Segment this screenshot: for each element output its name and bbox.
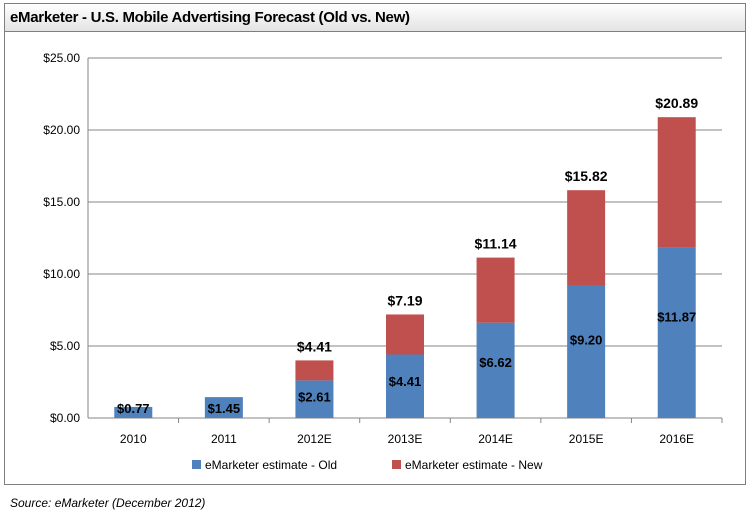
data-label-old: $9.20	[570, 333, 603, 348]
data-label-old: $2.61	[298, 389, 331, 404]
x-tick-label: 2015E	[569, 432, 604, 446]
bar-old-2014E	[476, 322, 515, 418]
legend-swatch-new	[392, 460, 401, 469]
legend-label-old: eMarketer estimate - Old	[205, 458, 337, 472]
bar-old-2013E	[386, 354, 424, 418]
y-tick-label: $10.00	[43, 267, 80, 281]
data-label-total: $7.19	[387, 292, 422, 308]
x-tick-label: 2011	[211, 432, 237, 446]
data-label-total: $11.14	[475, 236, 517, 252]
data-label-total: $4.41	[297, 338, 332, 354]
legend-swatch-old	[192, 460, 201, 469]
bar-old-2016E	[657, 247, 696, 418]
bar-old-2015E	[567, 285, 606, 418]
bar-new-2014E	[476, 257, 515, 323]
x-tick-label: 2016E	[659, 432, 694, 446]
bar-old-2010	[114, 406, 153, 418]
y-tick-label: $25.00	[43, 51, 80, 65]
data-label-old: $1.45	[208, 401, 241, 416]
data-label-total: $20.89	[655, 95, 698, 111]
title-bar: eMarketer - U.S. Mobile Advertising Fore…	[5, 4, 745, 32]
data-label-old: $11.87	[657, 309, 696, 324]
source-note: Source: eMarketer (December 2012)	[10, 496, 206, 510]
y-tick-label: $15.00	[43, 195, 80, 209]
bar-new-2015E	[567, 190, 606, 286]
x-tick-label: 2013E	[388, 432, 423, 446]
data-label-old: $4.41	[389, 374, 422, 389]
chart-title: eMarketer - U.S. Mobile Advertising Fore…	[10, 9, 410, 26]
bar-new-2013E	[386, 314, 424, 355]
data-label-old: $6.62	[479, 355, 512, 370]
y-tick-label: $0.00	[50, 411, 80, 425]
bar-new-2012E	[295, 360, 334, 381]
bar-old-2011	[204, 397, 243, 418]
y-tick-label: $20.00	[43, 123, 80, 137]
data-label-total: $15.82	[565, 168, 608, 184]
x-tick-label: 2014E	[478, 432, 513, 446]
y-tick-label: $5.00	[50, 339, 80, 353]
legend-label-new: eMarketer estimate - New	[405, 458, 543, 472]
bar-new-2016E	[657, 117, 696, 248]
data-label-old: $0.77	[117, 401, 150, 416]
bar-old-2012E	[295, 380, 334, 418]
x-tick-label: 2012E	[297, 432, 332, 446]
x-tick-label: 2010	[120, 432, 147, 446]
